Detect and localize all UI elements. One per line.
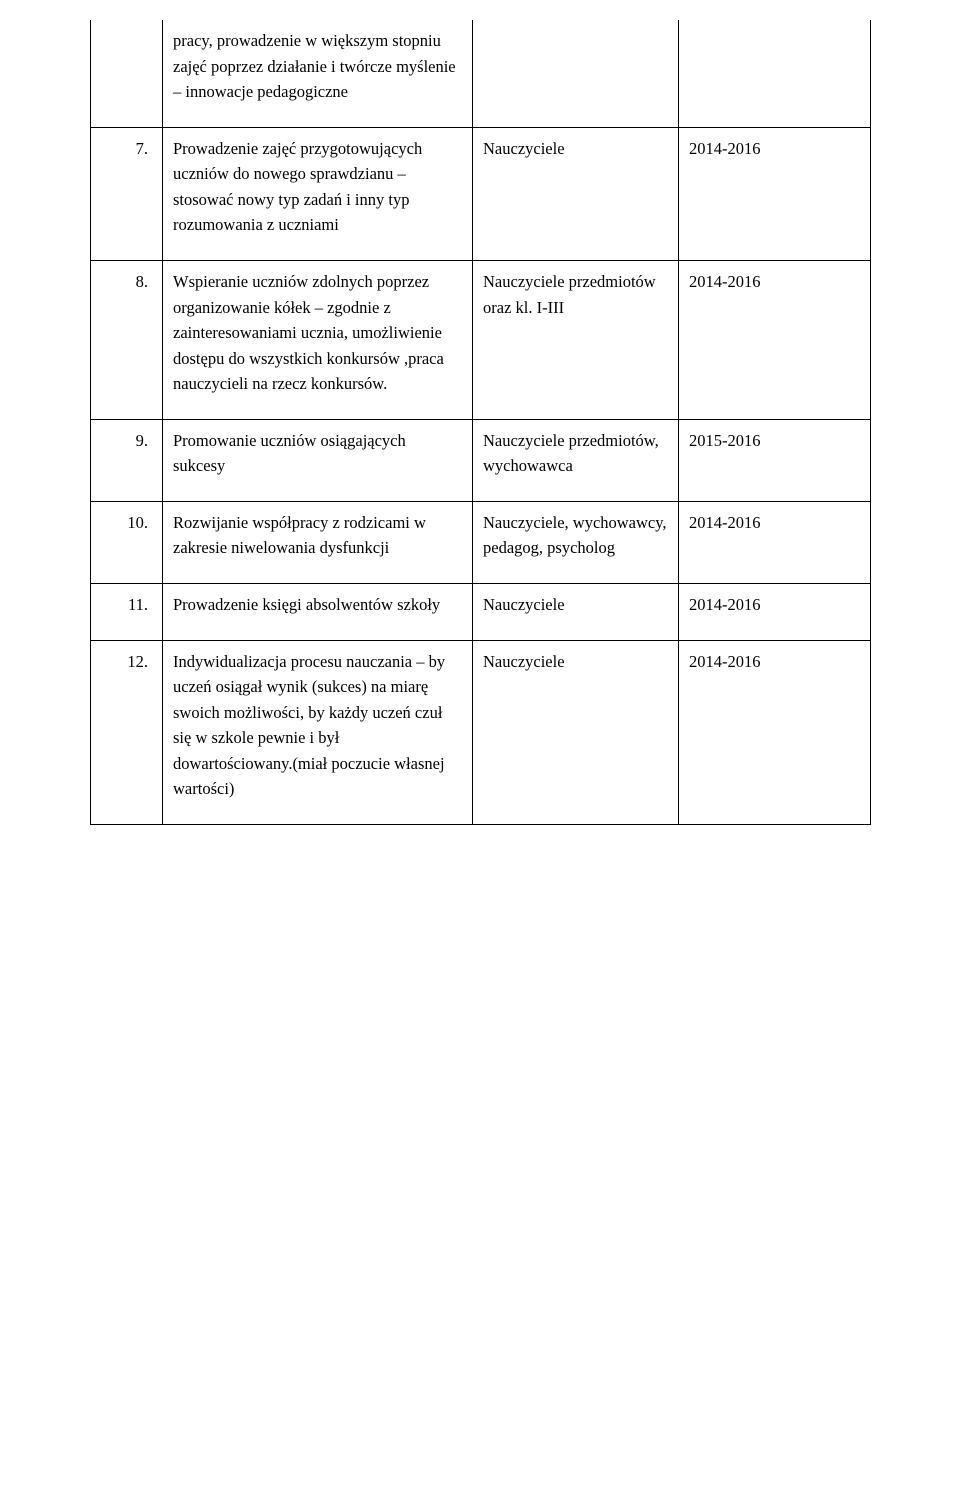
table-row: 9. Promowanie uczniów osiągających sukce…: [91, 419, 871, 501]
table-row: 7. Prowadzenie zajęć przygotowujących uc…: [91, 127, 871, 260]
row-period: 2014-2016: [679, 127, 871, 260]
row-number: 10.: [91, 501, 163, 583]
row-number: 12.: [91, 640, 163, 824]
table-row: 11. Prowadzenie księgi absolwentów szkoł…: [91, 584, 871, 641]
table-body: pracy, prowadzenie w większym stopniu za…: [91, 20, 871, 824]
row-responsible: Nauczyciele: [473, 127, 679, 260]
row-period: 2014-2016: [679, 260, 871, 419]
row-responsible: Nauczyciele przedmiotów, wychowawca: [473, 419, 679, 501]
table-row: pracy, prowadzenie w większym stopniu za…: [91, 20, 871, 127]
row-description: Rozwijanie współpracy z rodzicami w zakr…: [163, 501, 473, 583]
row-number: 11.: [91, 584, 163, 641]
row-responsible: Nauczyciele: [473, 584, 679, 641]
row-responsible: Nauczyciele, wychowawcy, pedagog, psycho…: [473, 501, 679, 583]
row-description: Prowadzenie księgi absolwentów szkoły: [163, 584, 473, 641]
table-row: 8. Wspieranie uczniów zdolnych poprzez o…: [91, 260, 871, 419]
row-number: [91, 20, 163, 127]
row-period: 2014-2016: [679, 584, 871, 641]
row-description: Prowadzenie zajęć przygotowujących uczni…: [163, 127, 473, 260]
row-description: pracy, prowadzenie w większym stopniu za…: [163, 20, 473, 127]
table-row: 10. Rozwijanie współpracy z rodzicami w …: [91, 501, 871, 583]
row-number: 7.: [91, 127, 163, 260]
plan-table: pracy, prowadzenie w większym stopniu za…: [90, 20, 871, 825]
row-responsible: [473, 20, 679, 127]
row-period: 2015-2016: [679, 419, 871, 501]
row-number: 8.: [91, 260, 163, 419]
row-responsible: Nauczyciele: [473, 640, 679, 824]
row-period: 2014-2016: [679, 501, 871, 583]
row-description: Promowanie uczniów osiągających sukcesy: [163, 419, 473, 501]
table-row: 12. Indywidualizacja procesu nauczania –…: [91, 640, 871, 824]
row-responsible: Nauczyciele przedmiotów oraz kl. I-III: [473, 260, 679, 419]
row-period: 2014-2016: [679, 640, 871, 824]
row-description: Indywidualizacja procesu nauczania – by …: [163, 640, 473, 824]
row-description: Wspieranie uczniów zdolnych poprzez orga…: [163, 260, 473, 419]
row-period: [679, 20, 871, 127]
row-number: 9.: [91, 419, 163, 501]
